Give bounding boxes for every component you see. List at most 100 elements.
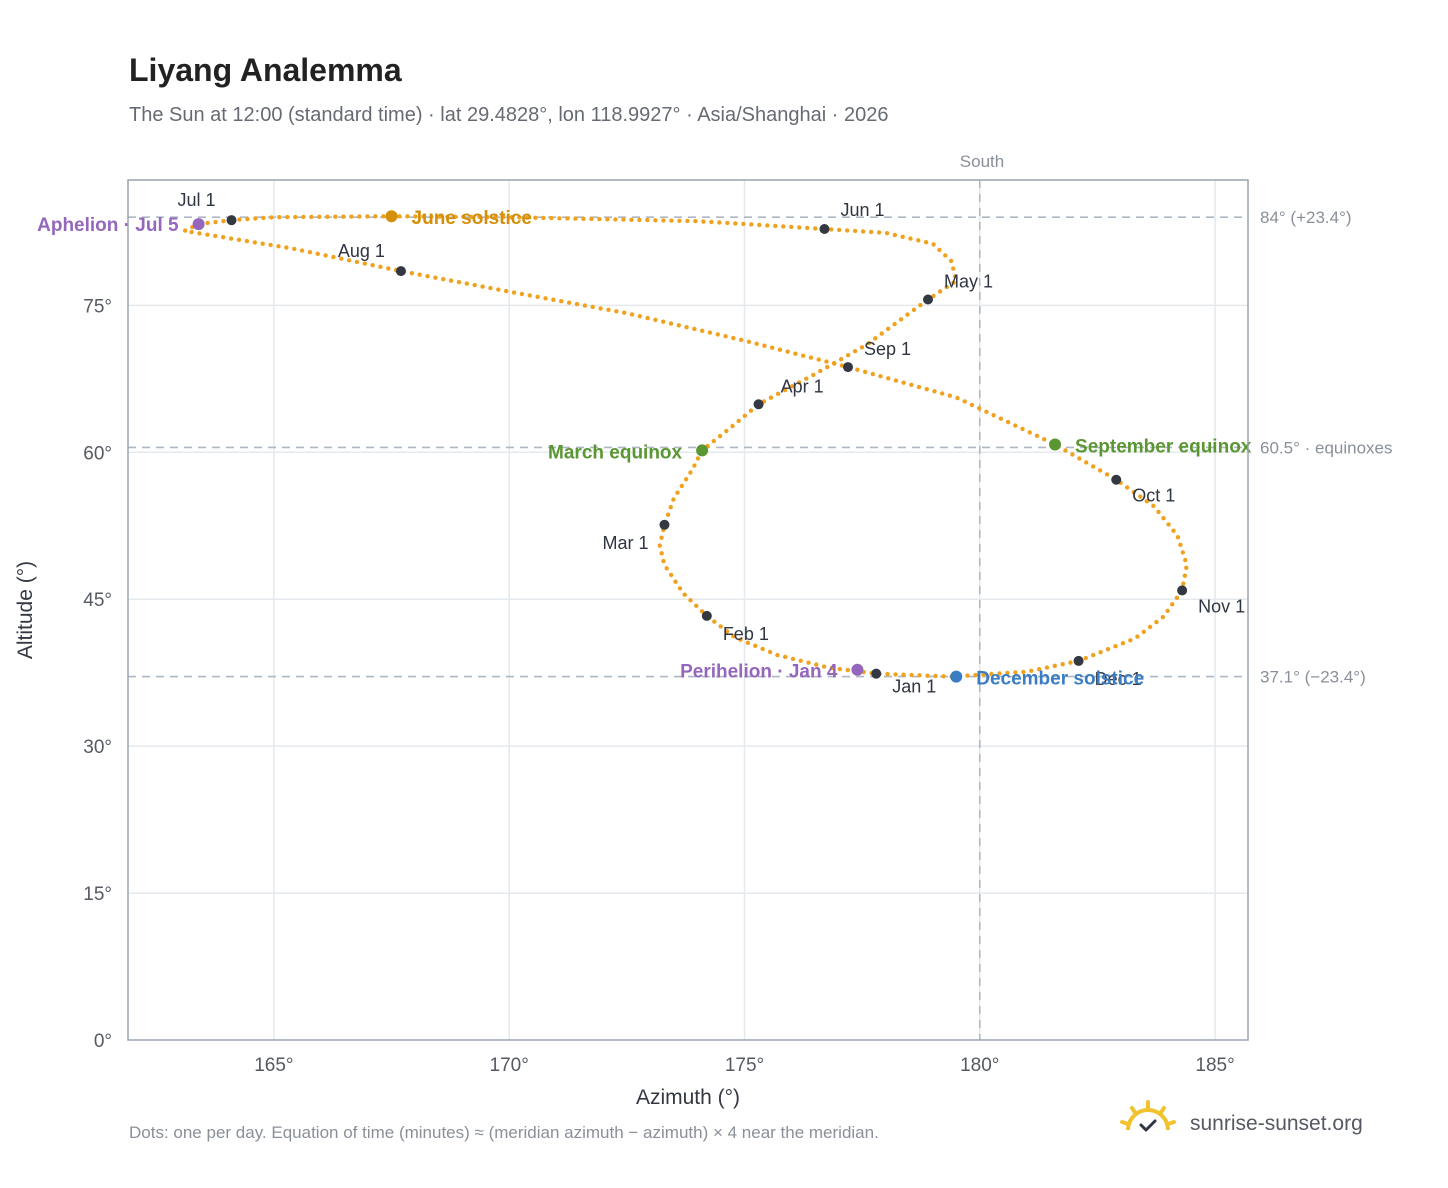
daily-dot <box>931 293 936 299</box>
chart-subtitle: The Sun at 12:00 (standard time) · lat 2… <box>129 104 889 126</box>
daily-dot <box>905 312 910 317</box>
daily-dot <box>878 374 883 379</box>
daily-dot <box>557 216 562 221</box>
daily-dot <box>566 300 572 305</box>
daily-dot <box>448 278 454 283</box>
daily-dot <box>801 353 806 358</box>
y-axis-label: Altitude (°) <box>14 561 37 659</box>
daily-dot <box>757 222 762 228</box>
daily-dot <box>785 349 790 354</box>
daily-dot <box>808 355 814 360</box>
daily-dot <box>718 624 723 629</box>
daily-dot <box>496 287 501 292</box>
plot-frame <box>127 179 1249 1041</box>
daily-dot <box>317 214 322 220</box>
daily-dot <box>614 309 619 314</box>
daily-dot <box>962 399 967 404</box>
daily-dot <box>1090 464 1096 469</box>
footnote: Dots: one per day. Equation of time (min… <box>129 1123 879 1142</box>
daily-dot <box>1171 528 1176 533</box>
daily-dot <box>252 240 257 245</box>
daily-dot <box>1174 595 1180 600</box>
month-marker-dot <box>843 362 853 373</box>
daily-dot <box>441 276 446 282</box>
event-marker-dot <box>192 218 205 231</box>
daily-dot <box>354 259 360 265</box>
daily-dot <box>381 214 386 219</box>
daily-dot <box>1181 581 1186 586</box>
daily-dot <box>712 619 717 624</box>
daily-dot <box>527 293 532 298</box>
daily-dot <box>885 326 891 332</box>
daily-dot <box>437 214 442 219</box>
daily-dot <box>1084 460 1089 465</box>
daily-dot <box>307 249 313 255</box>
event-marker-label: June solstice <box>412 208 532 229</box>
daily-dot <box>386 266 391 271</box>
event-marker-label: March equinox <box>548 442 683 463</box>
month-marker-label: Dec 1 <box>1095 669 1142 689</box>
daily-dot <box>349 214 354 219</box>
daily-dot <box>717 220 722 225</box>
daily-dot <box>746 339 752 344</box>
daily-dot <box>417 272 422 277</box>
daily-dot <box>269 215 274 220</box>
daily-dot <box>838 356 844 362</box>
daily-dot <box>409 270 415 276</box>
daily-dot <box>1170 602 1175 607</box>
daily-dot <box>325 214 330 219</box>
daily-dot <box>221 218 226 224</box>
daily-dot <box>775 391 781 397</box>
daily-dot <box>692 463 697 468</box>
month-marker-dot <box>395 266 406 277</box>
event-marker-label: September equinox <box>1075 436 1252 457</box>
daily-dot <box>533 215 538 220</box>
daily-dot <box>1161 516 1166 521</box>
daily-dot <box>731 633 736 639</box>
daily-dot <box>688 470 693 475</box>
daily-dot <box>685 218 690 224</box>
daily-dot <box>405 214 410 219</box>
daily-dot <box>997 671 1002 676</box>
daily-dot <box>677 586 683 591</box>
daily-dot <box>908 236 913 241</box>
daily-dot <box>951 266 956 271</box>
daily-dot <box>519 291 525 297</box>
daily-dot <box>373 214 378 219</box>
daily-dot <box>1178 542 1183 548</box>
daily-dot <box>429 214 434 219</box>
daily-dot <box>789 384 795 389</box>
daily-dot <box>781 224 786 229</box>
x-tick-label: 180° <box>960 1055 999 1076</box>
daily-dot <box>664 566 669 571</box>
daily-dot <box>661 319 666 324</box>
daily-dot <box>464 281 470 286</box>
daily-dot <box>836 227 842 233</box>
daily-dot <box>413 214 418 219</box>
daily-dot <box>1183 557 1188 563</box>
month-marker-label: Jul 1 <box>177 190 215 210</box>
daily-dot <box>933 673 938 679</box>
daily-dot <box>837 666 843 672</box>
daily-dot <box>362 261 367 266</box>
daily-dot <box>789 224 794 230</box>
daily-dot <box>699 328 705 333</box>
daily-dot <box>917 673 922 678</box>
daily-dot <box>657 543 663 548</box>
daily-dot <box>909 382 914 388</box>
daily-dot <box>984 409 989 414</box>
daily-dot <box>503 288 509 294</box>
daily-dot <box>365 214 370 219</box>
daily-dot <box>695 456 701 461</box>
y-tick-label: 0° <box>94 1031 112 1052</box>
month-marker-label: Jun 1 <box>840 200 884 220</box>
daily-dot <box>1138 494 1143 499</box>
daily-dot <box>339 256 344 261</box>
daily-dot <box>1063 448 1068 453</box>
daily-sun-positions <box>182 214 1189 679</box>
daily-dot <box>909 672 914 678</box>
month-marker-dot <box>659 519 670 530</box>
reference-line-label: 84° (+23.4°) <box>1260 208 1352 227</box>
month-marker-dot <box>226 215 237 226</box>
daily-dot <box>1182 573 1188 578</box>
